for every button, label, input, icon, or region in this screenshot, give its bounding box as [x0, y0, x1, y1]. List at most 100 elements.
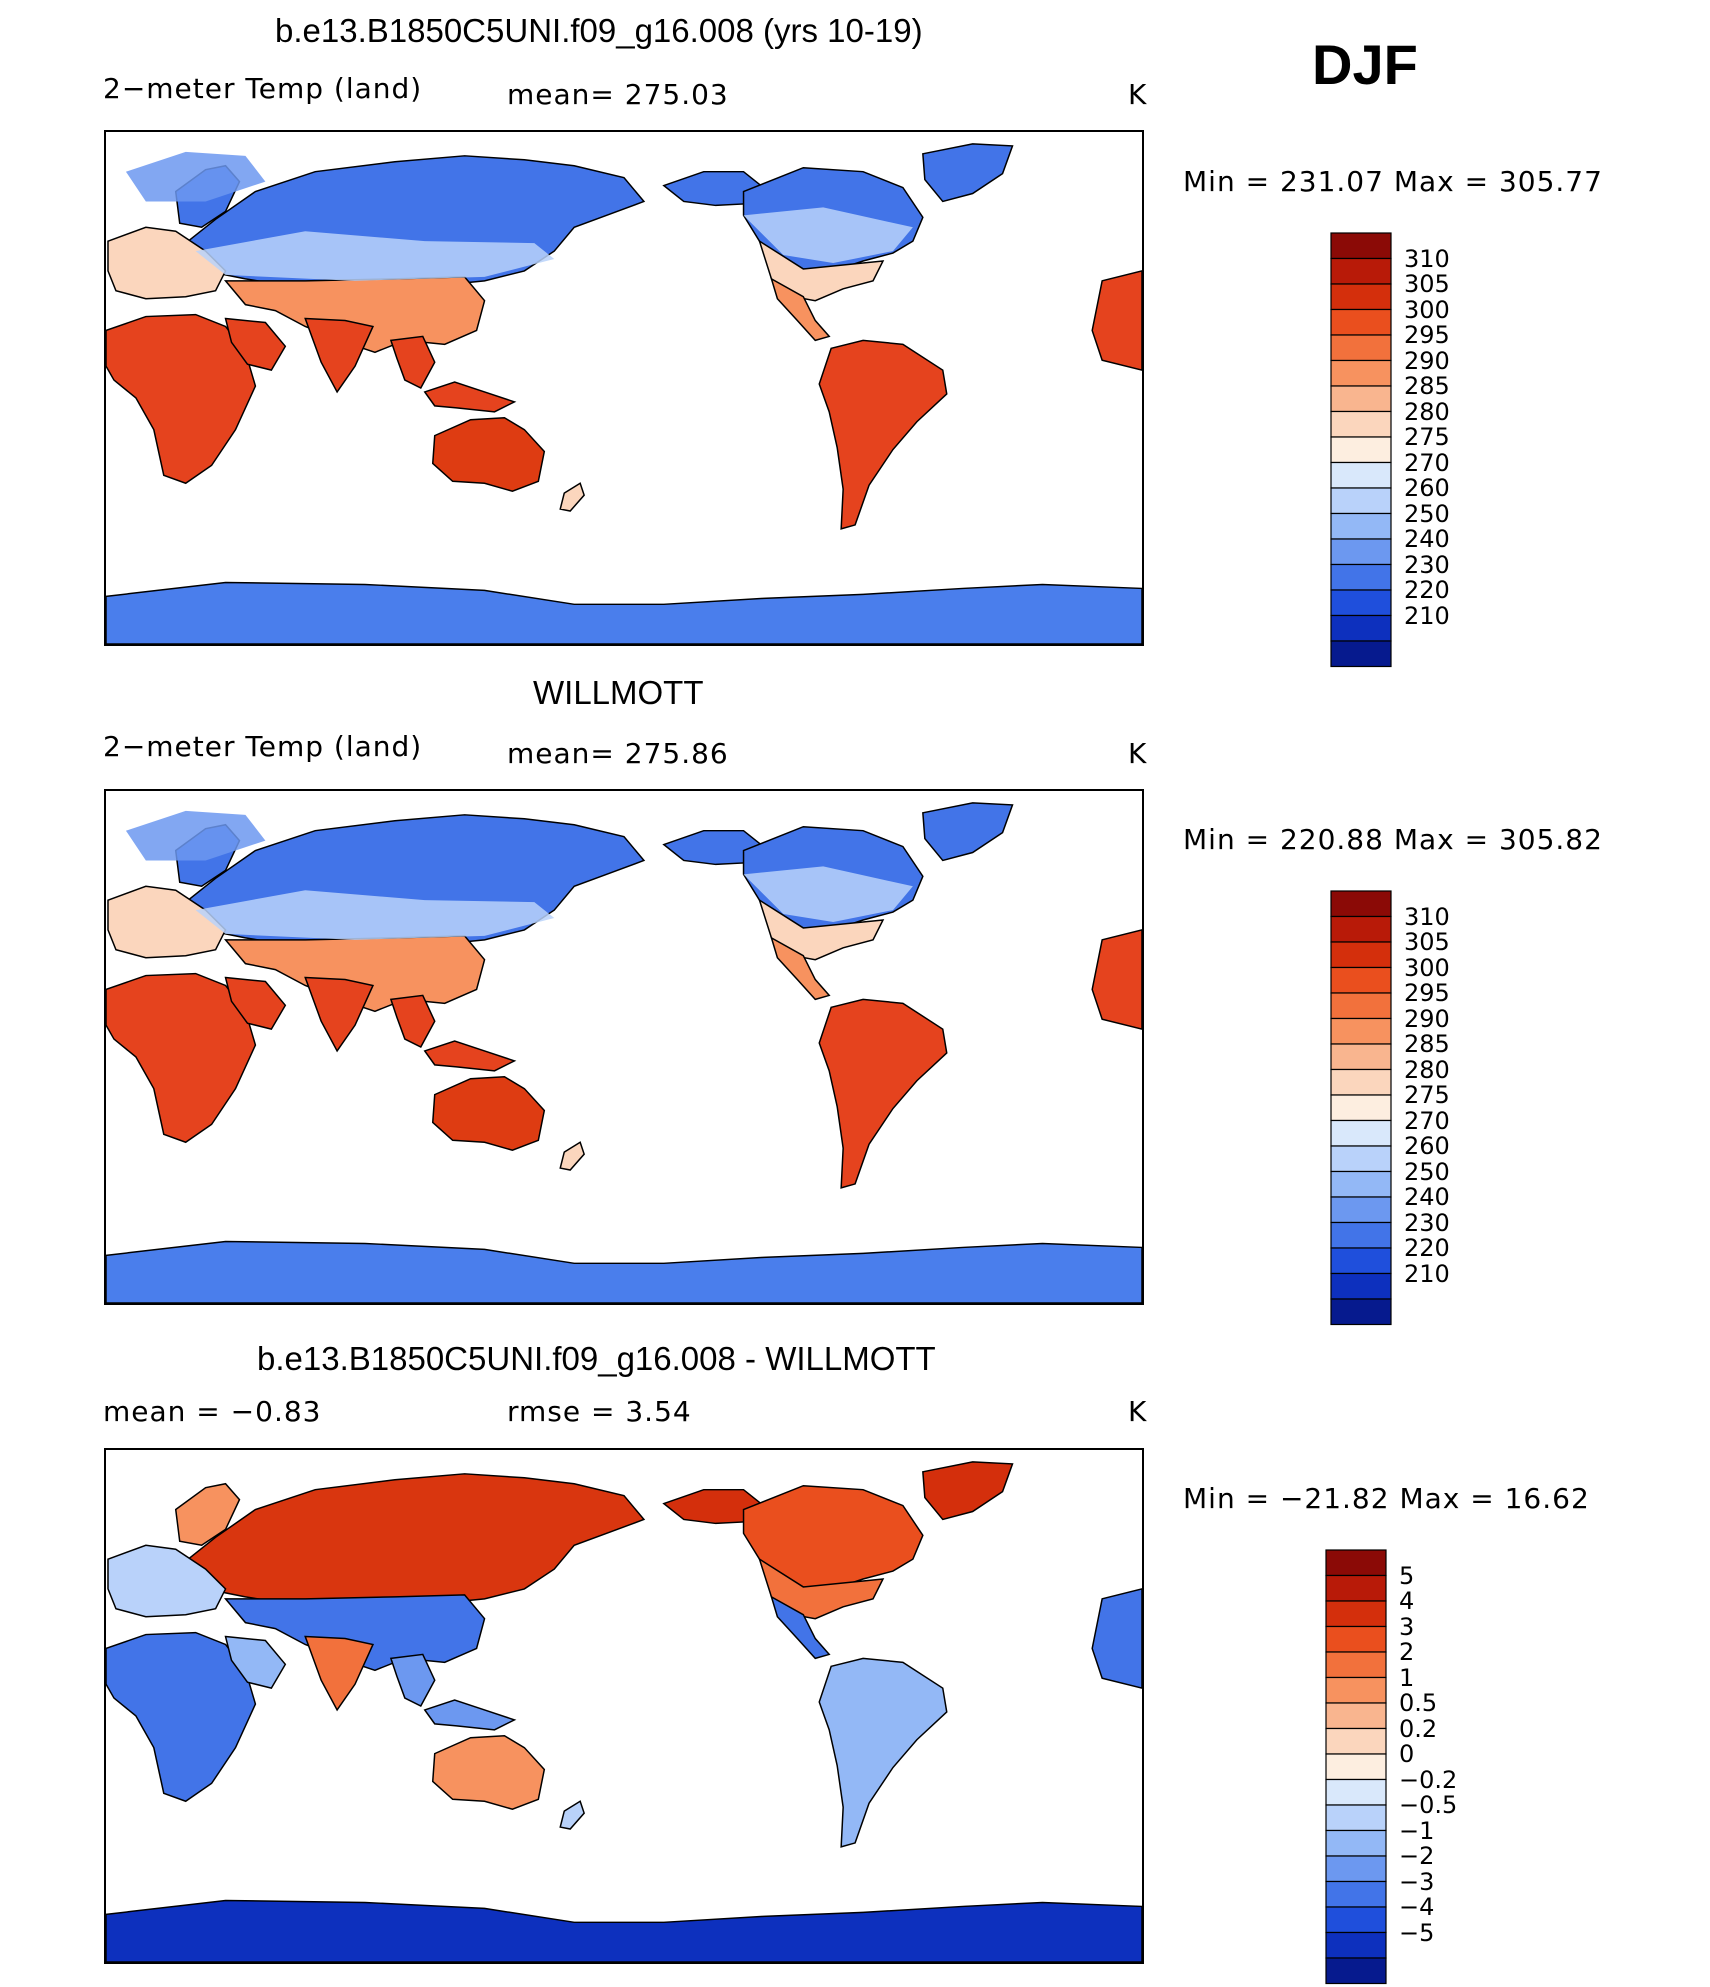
antarctica-landmass	[106, 1899, 1142, 1962]
new-zealand-landmass	[559, 1800, 585, 1830]
europe-landmass	[107, 885, 227, 959]
colorbar-tick-label: 220	[1404, 576, 1450, 604]
colorbar-swatch	[1330, 487, 1392, 515]
mexico-landmass	[770, 936, 831, 1001]
colorbar-tick-label: 250	[1404, 1157, 1450, 1186]
colorbar-tick-label: 285	[1404, 372, 1450, 400]
greenland-landmass	[922, 802, 1014, 862]
antarctica-landmass	[106, 1240, 1142, 1303]
colorbar-tick-label: 305	[1404, 928, 1450, 956]
new-zealand-landmass	[559, 1141, 585, 1171]
colorbar-swatch	[1330, 941, 1392, 969]
colorbar-tick-label: 210	[1404, 1259, 1450, 1288]
panel3-title: b.e13.B1850C5UNI.f09_g16.008 - WILLMOTT	[257, 1340, 936, 1377]
colorbar-tick-label: −4	[1399, 1893, 1435, 1921]
colorbar-swatch	[1330, 966, 1392, 994]
temperature-band	[195, 231, 555, 281]
colorbar-swatch	[1330, 308, 1392, 336]
colorbar-tick-label: 230	[1404, 1208, 1450, 1237]
africa-landmass	[106, 313, 257, 485]
colorbar-tick-label: −0.5	[1399, 1791, 1458, 1819]
colorbar-tick-label: 300	[1404, 953, 1450, 982]
colorbar-swatch	[1330, 1196, 1392, 1224]
panel3-rmse-label: rmse = 3.54	[507, 1395, 692, 1428]
colorbar-tick-label: 310	[1404, 902, 1450, 931]
colorbar-tick-label: 230	[1404, 550, 1450, 579]
colorbar-tick-label: 280	[1404, 397, 1450, 426]
colorbar-swatch	[1325, 1702, 1387, 1730]
colorbar-tick-label: 2	[1399, 1638, 1415, 1666]
colorbar-swatch	[1330, 1272, 1392, 1300]
colorbar-swatch	[1330, 640, 1392, 668]
colorbar-swatch	[1330, 410, 1392, 438]
colorbar-swatch	[1325, 1549, 1387, 1577]
panel1-mean-label: mean= 275.03	[507, 78, 729, 111]
colorbar-tick-label: 310	[1404, 244, 1450, 273]
colorbar-tick-label: 285	[1404, 1030, 1450, 1058]
colorbar-swatch	[1330, 1043, 1392, 1071]
colorbar-swatch	[1325, 1906, 1387, 1934]
colorbar-swatch	[1330, 1247, 1392, 1275]
colorbar-swatch	[1330, 915, 1392, 943]
temperature-band	[125, 151, 266, 202]
scandinavia-landmass	[174, 1482, 241, 1547]
africa-west-edge-landmass	[1091, 270, 1142, 371]
se-asia-landmass	[389, 994, 436, 1048]
colorbar-tick-label: 270	[1404, 448, 1450, 477]
colorbar-tick-label: 0.2	[1399, 1714, 1438, 1743]
colorbar-tick-label: 260	[1404, 474, 1450, 502]
colorbar-tick-label: 240	[1404, 1183, 1450, 1211]
colorbar-tick-label: 220	[1404, 1234, 1450, 1262]
colorbar-swatch	[1330, 1298, 1392, 1326]
greenland-landmass	[922, 1461, 1014, 1521]
colorbar-swatch	[1330, 992, 1392, 1020]
temperature-band	[743, 866, 913, 922]
colorbar-swatch	[1325, 1829, 1387, 1857]
panel2-minmax: Min = 220.88 Max = 305.82	[1183, 823, 1603, 856]
colorbar-swatch	[1325, 1778, 1387, 1806]
australia-landmass	[431, 1735, 546, 1810]
indonesia-landmass	[423, 1040, 517, 1072]
colorbar-swatch	[1330, 334, 1392, 362]
panel3-mean-label: mean = −0.83	[103, 1395, 322, 1428]
panel1-units-label: K	[1128, 78, 1148, 111]
colorbar-tick-label: 280	[1404, 1055, 1450, 1084]
south-america-landmass	[818, 998, 948, 1189]
colorbar-swatch	[1325, 1753, 1387, 1781]
panel1-minmax: Min = 231.07 Max = 305.77	[1183, 165, 1603, 198]
new-zealand-landmass	[559, 482, 585, 512]
colorbar-tick-label: 240	[1404, 525, 1450, 553]
colorbar-swatch	[1325, 1957, 1387, 1985]
temperature-band	[125, 810, 266, 861]
mexico-landmass	[770, 1595, 831, 1660]
colorbar-swatch	[1325, 1804, 1387, 1832]
panel2-title: WILLMOTT	[533, 674, 704, 711]
colorbar-tick-label: 275	[1404, 1081, 1450, 1109]
colorbar-tick-label: 1	[1399, 1663, 1415, 1692]
colorbar-tick-label: 4	[1399, 1587, 1415, 1615]
india-landmass	[304, 976, 375, 1053]
colorbar-tick-label: −3	[1399, 1867, 1435, 1896]
australia-landmass	[431, 417, 546, 492]
colorbar-swatch	[1330, 436, 1392, 464]
africa-west-edge-landmass	[1091, 929, 1142, 1030]
season-label: DJF	[1312, 33, 1418, 96]
se-asia-landmass	[389, 1653, 436, 1707]
colorbar-swatch	[1325, 1574, 1387, 1602]
panel1-title: b.e13.B1850C5UNI.f09_g16.008 (yrs 10-19)	[275, 12, 923, 49]
colorbar-tick-label: 305	[1404, 270, 1450, 298]
colorbar-tick-label: 0	[1399, 1740, 1415, 1768]
colorbar-tick-label: 290	[1404, 346, 1450, 375]
arabia-landmass	[224, 1635, 287, 1689]
colorbar-tick-label: 250	[1404, 499, 1450, 528]
panel3-minmax: Min = −21.82 Max = 16.62	[1183, 1482, 1590, 1515]
colorbar-swatch	[1330, 1170, 1392, 1198]
panel2-variable-label: 2−meter Temp (land)	[103, 730, 423, 763]
eurasia-north-landmass	[174, 1473, 646, 1610]
colorbar-tick-label: −2	[1399, 1842, 1435, 1870]
colorbar-tick-label: −0.2	[1399, 1765, 1458, 1794]
colorbar-swatch	[1330, 1068, 1392, 1096]
colorbar-tick-label: 210	[1404, 601, 1450, 630]
colorbar-swatch	[1330, 614, 1392, 642]
panel2-mean-label: mean= 275.86	[507, 737, 729, 770]
